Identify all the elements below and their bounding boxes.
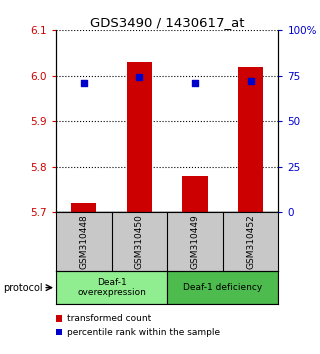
Point	[81, 80, 86, 86]
Text: GSM310449: GSM310449	[190, 214, 199, 269]
Point	[192, 80, 197, 86]
Text: GSM310452: GSM310452	[246, 214, 255, 269]
Text: GSM310450: GSM310450	[135, 214, 144, 269]
Bar	[127, 62, 152, 212]
Title: GDS3490 / 1430617_at: GDS3490 / 1430617_at	[90, 16, 244, 29]
Text: Deaf-1 deficiency: Deaf-1 deficiency	[183, 283, 262, 292]
Bar	[182, 176, 207, 212]
Text: Deaf-1
overexpression: Deaf-1 overexpression	[77, 278, 146, 297]
Text: protocol: protocol	[3, 282, 43, 293]
Text: transformed count: transformed count	[67, 314, 151, 323]
Text: GSM310448: GSM310448	[79, 214, 88, 269]
Bar	[167, 271, 278, 304]
Point	[248, 78, 253, 84]
Bar	[71, 203, 96, 212]
Bar	[56, 271, 167, 304]
Text: percentile rank within the sample: percentile rank within the sample	[67, 327, 220, 337]
Bar	[238, 67, 263, 212]
Point	[137, 75, 142, 80]
